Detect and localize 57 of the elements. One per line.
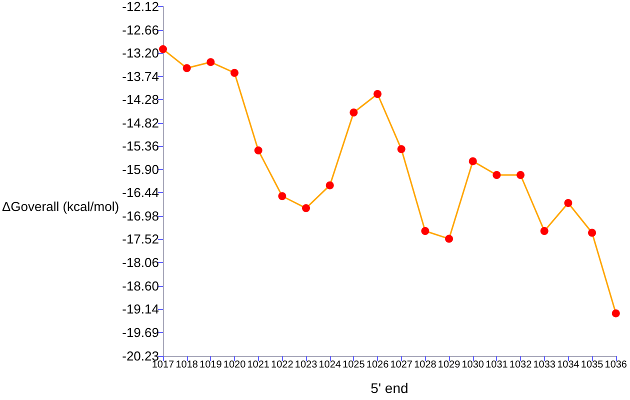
- point: [350, 108, 358, 117]
- y-axis-title: ΔGoverall (kcal/mol): [2, 199, 120, 214]
- point: [588, 228, 596, 237]
- point: [278, 192, 286, 200]
- point: [397, 145, 406, 154]
- point: [206, 58, 215, 66]
- x-tick-label: 1027: [390, 360, 413, 370]
- y-tick-label: -13.74: [122, 68, 159, 84]
- x-tick-label: 1019: [200, 360, 222, 370]
- x-tick-label: 1029: [438, 360, 461, 370]
- x-axis-title: 5' end: [370, 380, 408, 396]
- x-tick-label: 1034: [557, 360, 580, 370]
- point: [445, 234, 454, 243]
- x-tick-label: 1020: [223, 360, 246, 370]
- point: [302, 204, 310, 212]
- point: [421, 227, 430, 236]
- y-tick-label: -13.20: [122, 46, 159, 61]
- y-tick-label: -18.06: [122, 254, 159, 270]
- y-tick-label: -16.44: [122, 185, 159, 200]
- y-tick-label: -15.36: [122, 138, 159, 154]
- x-tick-label: 1022: [271, 360, 294, 370]
- y-tick-label: -19.69: [122, 325, 159, 340]
- y-tick-label: -18.60: [122, 278, 159, 294]
- y-tick-label: -19.14: [122, 302, 159, 317]
- point: [612, 309, 620, 318]
- x-tick-label: 1035: [580, 360, 604, 370]
- x-tick-label: 1017: [152, 360, 175, 370]
- y-tick-label: -14.82: [122, 115, 159, 130]
- x-tick-label: 1032: [509, 360, 532, 370]
- y-tick-label: -16.98: [122, 208, 159, 224]
- point: [230, 68, 239, 77]
- point: [564, 199, 572, 208]
- x-tick-label: 1025: [342, 360, 366, 370]
- y-tick-label: -12.12: [122, 0, 159, 14]
- x-tick-label: 1026: [366, 360, 390, 370]
- x-tick-label: 1023: [294, 360, 318, 370]
- x-tick-label: 1018: [176, 360, 198, 370]
- x-tick-label: 1028: [414, 360, 437, 370]
- point: [492, 171, 501, 179]
- x-tick-label: 1024: [318, 360, 342, 370]
- point: [182, 64, 191, 72]
- point: [516, 171, 525, 179]
- point: [254, 146, 262, 154]
- y-tick-label: -14.28: [122, 92, 159, 108]
- point: [326, 181, 334, 190]
- point: [468, 157, 477, 166]
- point: [374, 90, 382, 98]
- x-tick-label: 1036: [604, 360, 628, 370]
- x-tick-label: 1021: [247, 360, 270, 370]
- x-tick-label: 1031: [486, 360, 508, 370]
- y-tick-label: -12.66: [122, 22, 159, 38]
- y-tick-label: -17.52: [122, 232, 159, 247]
- x-tick-label: 1033: [533, 360, 556, 370]
- point: [159, 45, 167, 54]
- point: [540, 227, 548, 236]
- x-tick-label: 1030: [462, 360, 484, 370]
- y-tick-label: -15.90: [122, 162, 159, 177]
